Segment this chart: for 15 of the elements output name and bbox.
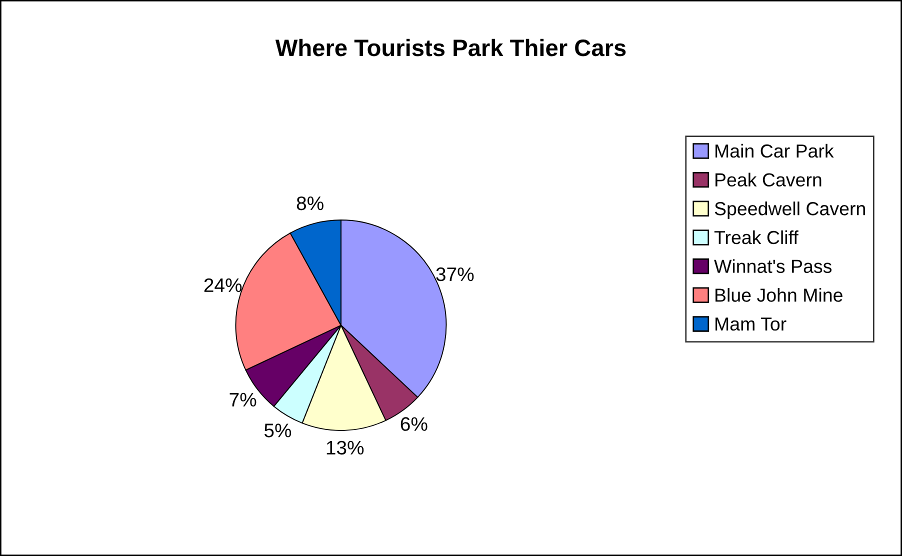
- legend-label: Peak Cavern: [716, 172, 822, 187]
- legend-label: Main Car Park: [716, 144, 834, 158]
- data-label: 7%: [230, 392, 256, 407]
- legend-label: Blue John Mine: [716, 288, 842, 302]
- chart-title: Where Tourists Park Thier Cars: [275, 38, 626, 56]
- data-label: 37%: [436, 267, 474, 282]
- legend-label: Speedwell Cavern: [714, 202, 865, 220]
- legend-label: Mam Tor: [716, 318, 786, 331]
- data-label: 8%: [296, 196, 324, 210]
- data-label: 5%: [264, 424, 292, 438]
- legend-label: Treak Cliff: [714, 230, 798, 244]
- legend-label: Winnat's Pass: [714, 259, 832, 273]
- data-label: 24%: [204, 278, 242, 292]
- data-label: 13%: [326, 440, 364, 455]
- data-label: 6%: [400, 417, 428, 431]
